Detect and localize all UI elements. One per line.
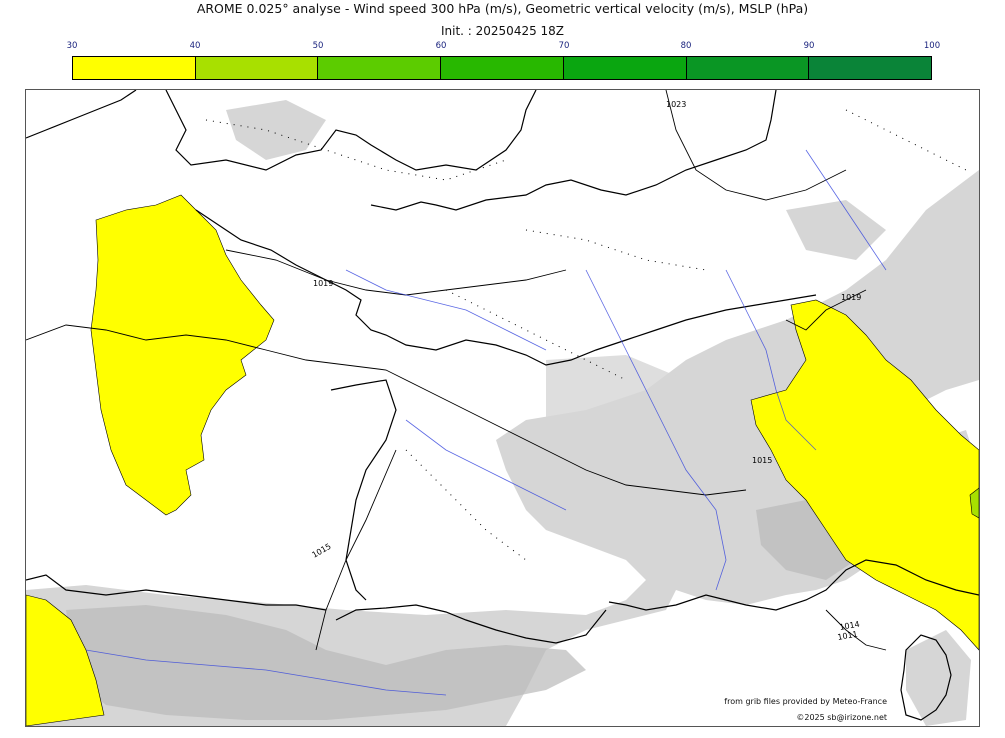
colorbar-bin	[195, 57, 319, 79]
map-canvas: 1023 1019 1019 1015 1015 1014 1011	[26, 90, 979, 726]
colorbar-bin	[441, 57, 564, 79]
coastlines	[26, 90, 979, 721]
colorbar-tick: 40	[189, 41, 201, 51]
data-source-credit: from grib files provided by Meteo-France	[724, 697, 887, 706]
wind-speed-fill	[26, 194, 979, 726]
colorbar-bin	[686, 57, 810, 79]
weather-map[interactable]: 1023 1019 1019 1015 1015 1014 1011	[25, 89, 980, 727]
isobar-label: 1015	[311, 542, 333, 560]
colorbar-tick: 80	[680, 41, 692, 51]
dotted-contours	[205, 109, 967, 561]
colorbar-tick: 100	[923, 41, 941, 51]
chart-title: AROME 0.025° analyse - Wind speed 300 hP…	[196, 1, 809, 16]
colorbar-bin	[73, 57, 196, 79]
colorbar-tick: 90	[803, 41, 815, 51]
isobar-label: 1011	[837, 630, 859, 642]
wind-speed-fill-40	[969, 487, 979, 519]
isobar-label: 1015	[752, 456, 772, 465]
init-time: Init. : 20250425 18Z	[440, 24, 565, 38]
colorbar-bin	[563, 57, 687, 79]
colorbar-tick: 50	[312, 41, 324, 51]
colorbar-bin	[809, 57, 932, 79]
isobar-label: 1019	[841, 293, 861, 302]
colorbar-tick: 70	[558, 41, 570, 51]
colorbar-tick: 60	[435, 41, 447, 51]
colorbar-ticks: 30 40 50 60 70 80 90 100	[67, 41, 941, 53]
isobar-label: 1023	[666, 100, 686, 109]
isobar-label: 1014	[839, 620, 861, 632]
copyright-credit: ©2025 sb@irizone.net	[796, 713, 887, 722]
colorbar	[72, 56, 932, 80]
isobar-label: 1019	[313, 279, 333, 288]
rivers	[85, 149, 887, 696]
colorbar-tick: 30	[66, 41, 78, 51]
colorbar-bin	[318, 57, 442, 79]
